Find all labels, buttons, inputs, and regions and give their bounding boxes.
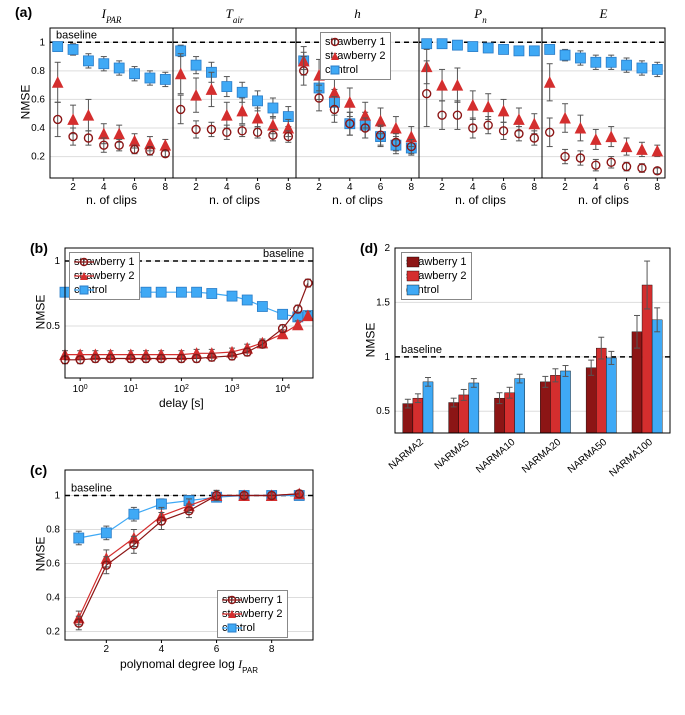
svg-text:6: 6 [255, 182, 261, 193]
panel-c-ylabel: NMSE [33, 537, 47, 572]
legend-item-s1: strawberry 1 [74, 255, 135, 269]
svg-text:8: 8 [655, 182, 661, 193]
svg-text:0.4: 0.4 [31, 123, 45, 134]
legend-panel-a: strawberry 1strawberry 2control [320, 32, 391, 80]
svg-text:0.6: 0.6 [46, 559, 60, 570]
svg-text:1: 1 [54, 256, 60, 267]
svg-text:n. of clips: n. of clips [332, 193, 383, 207]
svg-text:NARMA100: NARMA100 [607, 437, 655, 480]
legend-item-s2: strawberry 2 [74, 269, 135, 283]
svg-text:2: 2 [384, 243, 390, 254]
svg-text:8: 8 [532, 182, 538, 193]
svg-text:4: 4 [159, 644, 165, 655]
svg-text:4: 4 [224, 182, 230, 193]
svg-text:6: 6 [214, 644, 220, 655]
svg-text:Tair: Tair [226, 6, 244, 25]
svg-text:NARMA10: NARMA10 [474, 437, 518, 476]
svg-text:6: 6 [132, 182, 138, 193]
svg-text:0.6: 0.6 [31, 94, 45, 105]
svg-text:NARMA50: NARMA50 [566, 437, 610, 476]
svg-text:6: 6 [624, 182, 630, 193]
panel-b-ylabel: NMSE [33, 295, 47, 330]
svg-text:0.2: 0.2 [31, 152, 45, 163]
svg-text:2: 2 [316, 182, 322, 193]
panel-b-label: (b) [30, 240, 48, 256]
svg-text:n. of clips: n. of clips [209, 193, 260, 207]
svg-text:baseline: baseline [263, 248, 304, 260]
svg-text:E: E [599, 6, 608, 21]
legend-item-s2: strawberry 2 [406, 269, 467, 283]
legend-item-s2: strawberry 2 [222, 607, 283, 621]
svg-text:IPAR: IPAR [101, 6, 122, 25]
svg-text:8: 8 [409, 182, 415, 193]
svg-text:2: 2 [193, 182, 199, 193]
svg-text:Pn: Pn [473, 6, 487, 25]
svg-text:4: 4 [470, 182, 476, 193]
legend-item-ctrl: control [222, 621, 283, 635]
svg-text:0.8: 0.8 [46, 525, 60, 536]
legend-item-s1: strawberry 1 [222, 593, 283, 607]
svg-text:n. of clips: n. of clips [578, 193, 629, 207]
panel-d-label: (d) [360, 240, 378, 256]
svg-text:103: 103 [225, 384, 240, 396]
svg-text:1: 1 [384, 352, 390, 363]
svg-text:8: 8 [286, 182, 292, 193]
legend-panel-b: strawberry 1strawberry 2control [69, 252, 140, 300]
svg-text:2: 2 [104, 644, 110, 655]
svg-text:0.8: 0.8 [31, 66, 45, 77]
svg-text:0.4: 0.4 [46, 593, 60, 604]
legend-panel-c: strawberry 1strawberry 2control [217, 590, 288, 638]
svg-text:2: 2 [439, 182, 445, 193]
svg-text:polynomal degree log IPAR: polynomal degree log IPAR [120, 657, 258, 675]
svg-text:n. of clips: n. of clips [86, 193, 137, 207]
panel-c-label: (c) [30, 462, 47, 478]
svg-text:101: 101 [123, 384, 138, 396]
legend-item-s1: strawberry 1 [325, 35, 386, 49]
svg-text:NARMA20: NARMA20 [520, 437, 564, 476]
panel-b-xlabel: delay [s] [159, 396, 204, 410]
svg-text:8: 8 [163, 182, 169, 193]
svg-text:4: 4 [101, 182, 107, 193]
svg-text:1: 1 [39, 37, 45, 48]
panel-a-ylabel: NMSE [18, 85, 32, 120]
svg-text:1: 1 [54, 491, 60, 502]
legend-item-ctrl: control [325, 63, 386, 77]
svg-text:0.5: 0.5 [376, 406, 390, 417]
panel-a-label: (a) [15, 4, 32, 20]
svg-text:baseline: baseline [71, 483, 112, 495]
svg-text:0.5: 0.5 [46, 321, 60, 332]
svg-text:6: 6 [378, 182, 384, 193]
legend-panel-d: strawberry 1strawberry 2control [401, 252, 472, 300]
svg-text:102: 102 [174, 384, 189, 396]
panel-d-ylabel: NMSE [363, 322, 377, 357]
figure-svg: 0.2 0.4 0.6 0.8 1 baseline 2 4 6 8 n. of clips IPAR… [0, 0, 685, 715]
legend-item-ctrl: control [74, 283, 135, 297]
svg-text:2: 2 [70, 182, 76, 193]
svg-text:h: h [354, 6, 361, 21]
legend-item-ctrl: control [406, 283, 467, 297]
legend-item-s2: strawberry 2 [325, 49, 386, 63]
svg-text:104: 104 [275, 384, 290, 396]
svg-text:baseline: baseline [56, 29, 97, 41]
svg-text:n. of clips: n. of clips [455, 193, 506, 207]
svg-text:baseline: baseline [401, 344, 442, 356]
svg-text:2: 2 [562, 182, 568, 193]
svg-text:NARMA5: NARMA5 [433, 437, 472, 472]
svg-text:4: 4 [593, 182, 599, 193]
svg-text:100: 100 [73, 384, 88, 396]
svg-text:1.5: 1.5 [376, 297, 390, 308]
svg-text:NARMA2: NARMA2 [387, 437, 426, 472]
svg-text:0.2: 0.2 [46, 627, 60, 638]
legend-item-s1: strawberry 1 [406, 255, 467, 269]
svg-text:8: 8 [269, 644, 275, 655]
svg-text:4: 4 [347, 182, 353, 193]
svg-text:6: 6 [501, 182, 507, 193]
